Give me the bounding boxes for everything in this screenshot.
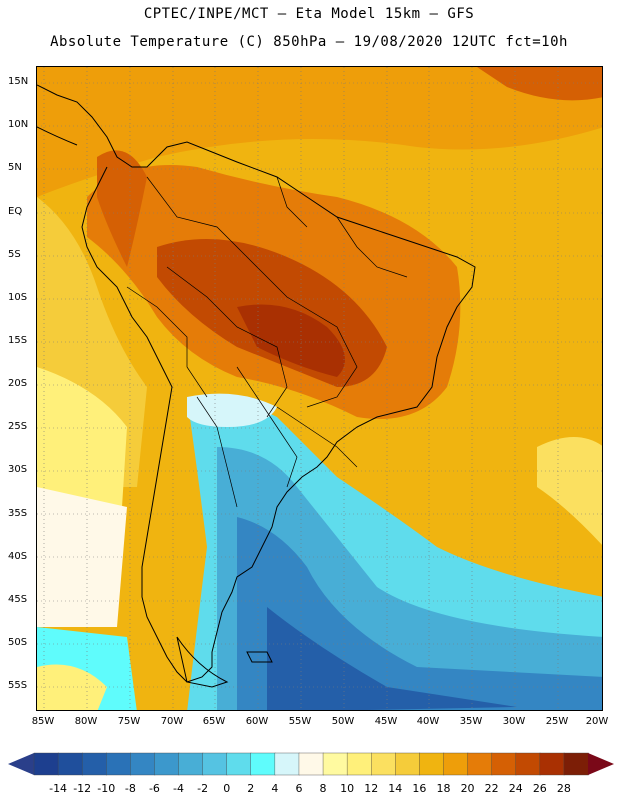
colorbar-label: 6 [295, 782, 303, 795]
colorbar-swatch [106, 752, 132, 776]
country-borders [126, 176, 408, 508]
lat-label: 25S [8, 421, 28, 432]
colorbar-swatch [178, 752, 204, 776]
lon-label: 45W [374, 716, 398, 727]
colorbar-low-arrow [8, 753, 34, 775]
colorbar-swatch [322, 752, 348, 776]
map-title-line1: CPTEC/INPE/MCT – Eta Model 15km – GFS [143, 6, 475, 22]
lon-label: 35W [459, 716, 483, 727]
lat-label: 5S [8, 249, 21, 260]
colorbar-label: 10 [340, 782, 355, 795]
south-pacific-yellow [37, 664, 107, 710]
andes-warm-strip [97, 150, 147, 267]
colorbar-label: 2 [247, 782, 255, 795]
lat-label: 10N [8, 119, 29, 130]
northeast-hot-zone [477, 67, 602, 101]
colorbar-swatch [226, 752, 252, 776]
cold-core-3 [267, 607, 517, 710]
colorbar-swatch [467, 752, 493, 776]
colorbar-swatch [346, 752, 372, 776]
lon-label: 75W [117, 716, 141, 727]
temperature-field [37, 67, 602, 710]
lon-label: 25W [545, 716, 569, 727]
colorbar-label: 22 [484, 782, 499, 795]
color-scale-bar [8, 752, 614, 776]
colorbar-swatch [81, 752, 107, 776]
colorbar-swatch [395, 752, 421, 776]
colorbar-swatch [563, 752, 589, 776]
colorbar-label: 26 [532, 782, 547, 795]
lat-label: 30S [8, 464, 28, 475]
lon-label: 55W [288, 716, 312, 727]
lat-label: 5N [8, 162, 22, 173]
colorbar-swatch [298, 752, 324, 776]
lat-label: 50S [8, 637, 28, 648]
colorbar-label: -2 [197, 782, 209, 795]
lon-label: 85W [31, 716, 55, 727]
lon-label: 30W [502, 716, 526, 727]
colorbar-label: -14 [49, 782, 68, 795]
colorbar-high-arrow [588, 753, 614, 775]
colorbar-label: 4 [271, 782, 279, 795]
colorbar-label: 18 [436, 782, 451, 795]
colorbar-swatch [274, 752, 300, 776]
lon-label: 80W [74, 716, 98, 727]
lat-label: 40S [8, 551, 28, 562]
lat-label: 10S [8, 292, 28, 303]
lat-label: 55S [8, 680, 28, 691]
colorbar-label: 8 [319, 782, 327, 795]
colorbar-swatch [33, 752, 59, 776]
colorbar-swatch [57, 752, 83, 776]
lon-label: 60W [245, 716, 269, 727]
colorbar-swatch [154, 752, 180, 776]
colorbar-label: 16 [412, 782, 427, 795]
lat-label: 35S [8, 508, 28, 519]
colorbar-swatch [491, 752, 517, 776]
colorbar-swatch [443, 752, 469, 776]
colorbar-label: -12 [73, 782, 92, 795]
lat-label: 20S [8, 378, 28, 389]
lat-label: 45S [8, 594, 28, 605]
lon-label: 65W [202, 716, 226, 727]
colorbar-label: 24 [508, 782, 523, 795]
lon-label: 20W [585, 716, 609, 727]
map-gridlines [37, 67, 602, 710]
coastlines [37, 84, 476, 688]
colorbar-label: 12 [364, 782, 379, 795]
colorbar-swatch [202, 752, 228, 776]
colorbar-label: -10 [97, 782, 116, 795]
colorbar-label: -8 [124, 782, 136, 795]
colorbar-label: 28 [556, 782, 571, 795]
colorbar-label: 20 [460, 782, 475, 795]
colorbar-swatch [419, 752, 445, 776]
map-title-line2: Absolute Temperature (C) 850hPa – 19/08/… [50, 34, 568, 50]
lat-label: 15S [8, 335, 28, 346]
temperature-map[interactable] [36, 66, 603, 711]
colorbar-swatch [130, 752, 156, 776]
lon-label: 70W [160, 716, 184, 727]
lat-label: 15N [8, 76, 29, 87]
colorbar-swatch [515, 752, 541, 776]
colorbar-swatch [371, 752, 397, 776]
colorbar-label: -4 [173, 782, 184, 795]
far-east-ocean-zone [537, 437, 602, 545]
colorbar-label: 0 [223, 782, 231, 795]
continental-extreme-core [237, 304, 345, 377]
pacific-cream-zone [37, 487, 127, 627]
colorbar-label: -6 [148, 782, 160, 795]
lon-label: 40W [416, 716, 440, 727]
lat-label: EQ [8, 206, 23, 217]
colorbar-swatch [250, 752, 276, 776]
cold-front-edge [187, 393, 277, 427]
northern-warm-zone [37, 67, 602, 197]
colorbar-label: 14 [388, 782, 403, 795]
colorbar-swatch [539, 752, 565, 776]
lon-label: 50W [331, 716, 355, 727]
